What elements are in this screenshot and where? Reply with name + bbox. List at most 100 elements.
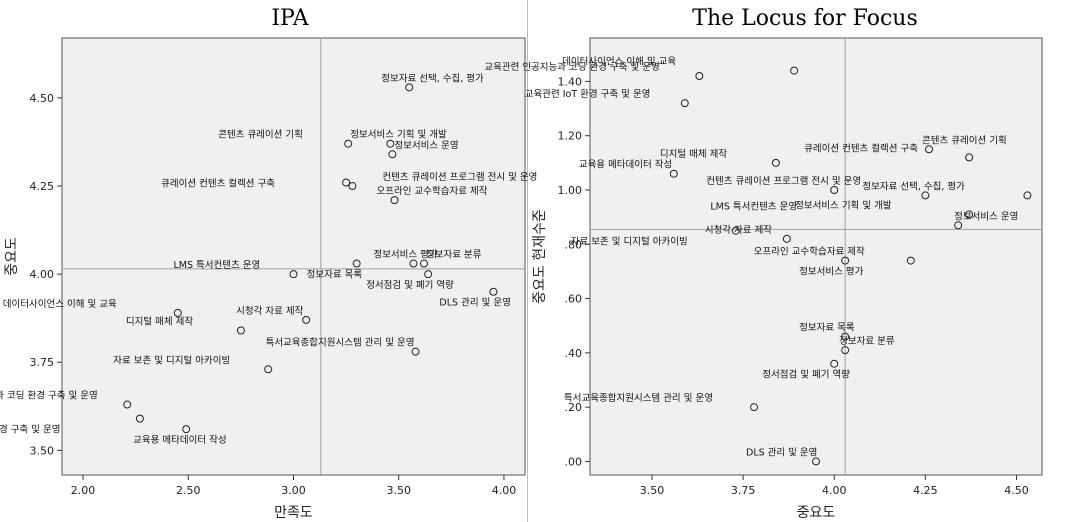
- data-point: [352, 259, 361, 268]
- data-point: [841, 346, 850, 355]
- data-point-label: 정보자료 분류: [426, 250, 482, 261]
- y-tick-label: 3.75: [30, 356, 55, 369]
- data-point-label: 시청각 자료 제작: [236, 305, 303, 317]
- data-point-label: 콘텐츠 큐레이션 기획: [922, 134, 1007, 146]
- data-point: [388, 150, 397, 159]
- data-point-label: 정보자료 분류: [839, 336, 895, 347]
- y-tick-label: .20: [565, 401, 583, 414]
- data-point-label: 오프라인 교수학습자료 제작: [377, 186, 488, 197]
- data-point-label: 시청각 자료 제작: [705, 224, 772, 236]
- data-point-label: 컨텐츠 큐레이션 프로그램 전시 및 운영: [706, 175, 861, 187]
- data-point: [236, 326, 245, 335]
- y-tick-label: .40: [565, 347, 583, 360]
- data-point: [841, 332, 850, 341]
- data-point-label: 정보서비스 운영: [394, 140, 458, 151]
- data-point-label: 특서교육종합지원시스템 관리 및 운영: [266, 337, 415, 349]
- data-point-label: 교육관련 IoT 환경 구축 및 운영: [0, 424, 61, 436]
- data-point-label: 콘텐츠 큐레이션 기획: [218, 129, 303, 141]
- data-point-label: 정보서비스 운영: [954, 211, 1018, 222]
- data-point-label: 정보자료 목록: [799, 323, 855, 334]
- data-point: [921, 191, 930, 200]
- data-point: [411, 347, 420, 356]
- data-point: [954, 221, 963, 230]
- data-point: [489, 287, 498, 296]
- data-point-label: 자료 보존 및 디지털 아카이빙: [571, 236, 688, 248]
- y-tick-label: 1.40: [558, 75, 583, 88]
- x-tick-label: 2.50: [176, 484, 201, 497]
- data-point: [342, 178, 351, 187]
- data-point: [344, 139, 353, 148]
- data-point-label: 교육관련 인공지능과 코딩 환경 구축 및 운영: [0, 390, 98, 402]
- panel-divider: [527, 0, 528, 522]
- y-tick-label: 1.00: [558, 184, 583, 197]
- data-point-label: 정보자료 목록: [307, 270, 363, 281]
- data-point-label: 자료 보존 및 디지털 아카이빙: [113, 354, 230, 366]
- x-axis-label: 만족도: [274, 505, 313, 521]
- y-tick-label: 4.50: [30, 92, 55, 105]
- data-point: [135, 414, 144, 423]
- x-tick-label: 2.00: [71, 484, 96, 497]
- data-point: [680, 99, 689, 108]
- data-point: [965, 153, 974, 162]
- y-tick-label: 3.50: [30, 444, 55, 457]
- y-tick-label: 4.00: [30, 268, 55, 281]
- data-point-label: 데이터사이언스 이해 및 교육: [3, 298, 117, 310]
- data-point-label: 특서교육종합지원시스템 관리 및 운영: [564, 392, 713, 404]
- y-tick-label: .00: [565, 455, 583, 468]
- x-tick-label: 4.50: [1004, 484, 1029, 497]
- data-point: [173, 308, 182, 317]
- data-point-label: 정서점검 및 폐기 역량: [762, 369, 850, 381]
- chart-locus: 3.50 3.75 4.00 4.25 4.50 .00 .20 .40 .60 .80 1.00 1…: [484, 37, 1043, 521]
- data-point: [906, 256, 915, 265]
- y-tick-label: .80: [565, 238, 583, 251]
- data-point-label: 정보서비스 평가: [373, 250, 437, 261]
- data-point: [386, 139, 395, 148]
- plot-area: [589, 37, 1043, 476]
- data-point-label: 컨텐츠 큐레이션 프로그램 전시 및 운영: [382, 171, 537, 183]
- y-tick-label: 1.20: [558, 130, 583, 143]
- data-point-label: 정보자료 선택, 수집, 평가: [381, 72, 484, 84]
- chart-title-ipa: IPA: [271, 6, 309, 31]
- plot-area: [61, 37, 526, 476]
- y-tick-label: 4.25: [30, 180, 55, 193]
- data-point: [830, 359, 839, 368]
- data-point-label: 큐레이션 컨텐츠 컬렉션 구축: [161, 177, 275, 189]
- data-point: [302, 315, 311, 324]
- data-point-label: 정보자료 선택, 수집, 평가: [862, 180, 965, 192]
- x-tick-label: 4.00: [822, 484, 847, 497]
- data-point: [182, 425, 191, 434]
- data-point: [925, 145, 933, 154]
- data-point: [771, 158, 780, 167]
- data-point: [409, 259, 418, 268]
- data-point: [669, 169, 678, 178]
- y-axis-label: 중요도 현재수준: [532, 209, 548, 304]
- data-point-label: 정서점검 및 폐기 역량: [366, 279, 454, 291]
- data-point: [424, 270, 433, 279]
- x-tick-label: 3.50: [386, 484, 411, 497]
- data-point: [782, 234, 791, 243]
- data-point-label: 큐레이션 컨텐츠 컬렉션 구축: [804, 142, 918, 154]
- chart-ipa: 2.00 2.50 3.00 3.50 4.00 3.50 3.75 4.00 4.25 4.50…: [0, 37, 537, 521]
- x-tick-label: 3.50: [640, 484, 665, 497]
- x-tick-label: 3.75: [731, 484, 756, 497]
- data-point: [965, 210, 974, 219]
- data-point-label: 디지털 매체 제작: [660, 148, 727, 160]
- data-point: [1023, 191, 1032, 200]
- data-point-label: LMS 특서컨텐츠 운영: [174, 260, 261, 271]
- data-point: [390, 196, 399, 205]
- data-point-label: LMS 특서컨텐츠 운영: [710, 201, 797, 212]
- data-point: [750, 403, 759, 412]
- x-axis-label: 중요도: [797, 505, 836, 521]
- data-point-label: 데이터사이언스 이해 및 교육: [562, 56, 676, 68]
- y-axis-label: 중요도: [4, 237, 20, 276]
- data-point: [289, 270, 298, 279]
- data-point: [790, 66, 799, 75]
- data-point-label: 정보서비스 기획 및 개발: [350, 129, 447, 141]
- data-point-label: 교육관련 IoT 환경 구축 및 운영: [525, 88, 651, 100]
- x-tick-label: 4.25: [913, 484, 938, 497]
- data-point: [841, 256, 850, 265]
- y-tick-label: .60: [565, 293, 583, 306]
- data-point-label: DLS 관리 및 운영: [746, 446, 817, 458]
- data-point-label: 오프라인 교수학습자료 제작: [754, 247, 865, 258]
